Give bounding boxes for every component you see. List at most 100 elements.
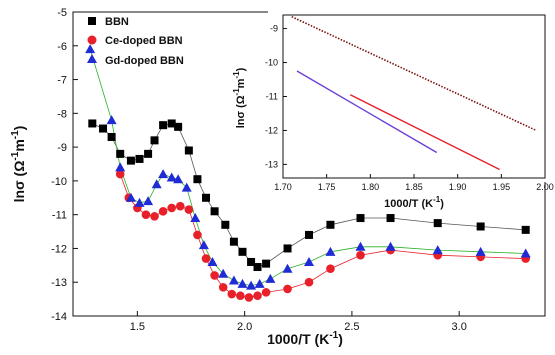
inset-y-axis-label-sup1: -1 — [232, 88, 241, 96]
data-point-gd-doped-bbn-11 — [190, 213, 201, 223]
data-point-ce-doped-bbn-21 — [356, 250, 365, 260]
data-point-gd-doped-bbn-10 — [181, 182, 192, 192]
main-plot: 1.5 2.0 2.5 3.0 -5 -6 -7 -8 -9 -10 -11 -12 -13 -14 1… — [10, 7, 546, 347]
inset-x-tick-label-1-75: 1.75 — [318, 182, 336, 192]
data-point-bbn-0 — [88, 119, 97, 128]
legend-marker-ce-doped-bbn — [87, 35, 97, 45]
data-point-bbn-11 — [184, 146, 193, 155]
main-y-tick-label-8: -8 — [57, 108, 67, 120]
data-point-bbn-21 — [283, 244, 292, 253]
data-point-gd-doped-bbn-15 — [228, 275, 239, 285]
main-y-tick-label-10: -10 — [51, 176, 67, 188]
main-y-tick-label-12: -12 — [51, 243, 67, 255]
data-point-ce-doped-bbn-6 — [167, 203, 176, 213]
data-point-gd-doped-bbn-12 — [198, 240, 209, 250]
inset-y-tick-label-11: -11 — [266, 92, 278, 102]
data-point-gd-doped-bbn-3 — [125, 192, 136, 202]
data-point-gd-doped-bbn-16 — [237, 278, 248, 288]
legend-marker-gd-doped-bbn — [87, 54, 97, 63]
data-point-bbn-9 — [167, 119, 176, 128]
legend-marker-bbn — [88, 17, 96, 25]
data-point-gd-doped-bbn-24 — [385, 241, 396, 251]
main-y-ticks: -5 -6 -7 -8 -9 -10 -11 -12 -13 -14 — [51, 7, 78, 323]
data-point-gd-doped-bbn-9 — [173, 174, 184, 184]
inset-x-tick-label-1-90: 1.90 — [449, 182, 467, 192]
series-line-gd-doped-bbn — [89, 49, 526, 287]
inset-y-ticks: -9 -10 -11 -12 -13 — [265, 24, 287, 169]
data-point-ce-doped-bbn-12 — [218, 282, 228, 292]
main-y-axis-label: lnσ (Ω-1m-1) — [10, 126, 27, 203]
main-y-axis-label-sup1: -1 — [10, 151, 21, 160]
data-point-bbn-25 — [386, 214, 395, 223]
inset-line-2 — [296, 70, 438, 154]
data-point-gd-doped-bbn-1 — [106, 115, 117, 125]
data-point-bbn-22 — [305, 230, 313, 239]
legend-label-gd-doped-bbn: Gd-doped BBN — [105, 55, 184, 67]
data-point-bbn-13 — [202, 193, 211, 202]
data-point-gd-doped-bbn-23 — [355, 241, 366, 251]
inset-line-1 — [349, 94, 500, 171]
data-point-ce-doped-bbn-5 — [158, 206, 168, 216]
data-point-bbn-8 — [159, 121, 168, 130]
data-point-gd-doped-bbn-7 — [158, 169, 169, 179]
data-point-ce-doped-bbn-16 — [253, 291, 262, 301]
data-point-gd-doped-bbn-21 — [304, 256, 314, 266]
data-point-gd-doped-bbn-26 — [475, 246, 486, 256]
data-point-ce-doped-bbn-13 — [227, 289, 237, 299]
legend-label-bbn: BBN — [105, 16, 129, 28]
data-point-ce-doped-bbn-0 — [115, 169, 125, 179]
data-point-bbn-10 — [174, 122, 183, 131]
inset-plot: 1.70 1.75 1.80 1.85 1.90 1.95 2.00 -9 -10 -11 -12… — [232, 10, 554, 210]
data-point-bbn-28 — [521, 225, 530, 234]
data-point-ce-doped-bbn-4 — [150, 212, 159, 221]
data-point-ce-doped-bbn-11 — [210, 271, 219, 280]
inset-x-axis-label-sup: -1 — [433, 195, 441, 204]
data-point-bbn-12 — [193, 175, 202, 184]
data-point-ce-doped-bbn-15 — [244, 293, 254, 302]
main-y-axis-label-sup2: -1 — [10, 130, 21, 139]
data-point-gd-doped-bbn-6 — [151, 179, 162, 189]
main-x-tick-label-3-0: 3.0 — [452, 321, 467, 333]
data-point-ce-doped-bbn-19 — [304, 277, 314, 287]
data-point-gd-doped-bbn-20 — [282, 263, 293, 273]
data-point-bbn-26 — [433, 219, 442, 228]
data-point-bbn-20 — [262, 259, 271, 268]
data-point-gd-doped-bbn-8 — [166, 172, 177, 182]
data-point-bbn-7 — [150, 136, 159, 145]
data-point-bbn-24 — [356, 214, 365, 223]
legend: BBN Ce-doped BBN Gd-doped BBN — [87, 16, 184, 67]
data-point-ce-doped-bbn-14 — [236, 291, 245, 301]
data-point-ce-doped-bbn-20 — [326, 264, 335, 274]
main-x-axis-label: 1000/T (K-1) — [267, 330, 343, 347]
data-point-bbn-3 — [116, 149, 125, 158]
main-y-tick-label-6: -6 — [57, 41, 67, 53]
inset-y-tick-label-9: -9 — [270, 24, 278, 34]
data-point-gd-doped-bbn-4 — [134, 197, 145, 207]
data-point-bbn-27 — [476, 222, 485, 231]
data-point-gd-doped-bbn-2 — [115, 162, 126, 172]
data-point-gd-doped-bbn-25 — [432, 245, 443, 255]
data-point-bbn-15 — [221, 220, 230, 229]
data-point-bbn-5 — [135, 154, 144, 163]
inset-x-ticks: 1.70 1.75 1.80 1.85 1.90 1.95 2.00 — [274, 174, 554, 192]
data-point-bbn-2 — [107, 132, 116, 141]
inset-series-lines — [291, 15, 537, 171]
data-point-ce-doped-bbn-8 — [184, 205, 194, 214]
legend-item-ce-doped-bbn: Ce-doped BBN — [87, 35, 183, 47]
data-point-gd-doped-bbn-13 — [207, 256, 218, 266]
data-point-gd-doped-bbn-27 — [520, 248, 531, 258]
inset-x-tick-label-1-95: 1.95 — [493, 182, 511, 192]
data-point-gd-doped-bbn-17 — [246, 280, 257, 290]
data-point-bbn-19 — [253, 263, 262, 272]
data-point-ce-doped-bbn-18 — [283, 284, 292, 294]
inset-x-tick-label-1-85: 1.85 — [405, 182, 423, 192]
inset-x-tick-label-1-70: 1.70 — [274, 182, 292, 192]
main-y-tick-label-14: -14 — [51, 311, 67, 323]
legend-label-ce-doped-bbn: Ce-doped BBN — [105, 35, 183, 47]
main-y-tick-label-5: -5 — [57, 7, 67, 19]
main-y-tick-label-7: -7 — [57, 75, 67, 87]
main-y-tick-label-11: -11 — [52, 210, 67, 222]
inset-x-tick-label-1-80: 1.80 — [362, 182, 380, 192]
inset-plot-background — [268, 10, 546, 182]
